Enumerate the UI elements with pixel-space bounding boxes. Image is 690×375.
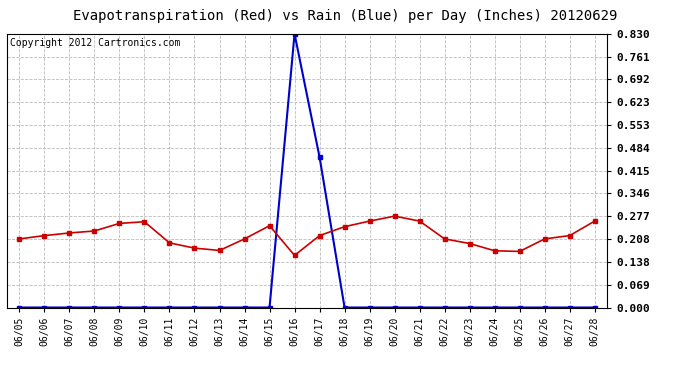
Text: Evapotranspiration (Red) vs Rain (Blue) per Day (Inches) 20120629: Evapotranspiration (Red) vs Rain (Blue) … bbox=[73, 9, 617, 23]
Text: Copyright 2012 Cartronics.com: Copyright 2012 Cartronics.com bbox=[10, 38, 180, 48]
